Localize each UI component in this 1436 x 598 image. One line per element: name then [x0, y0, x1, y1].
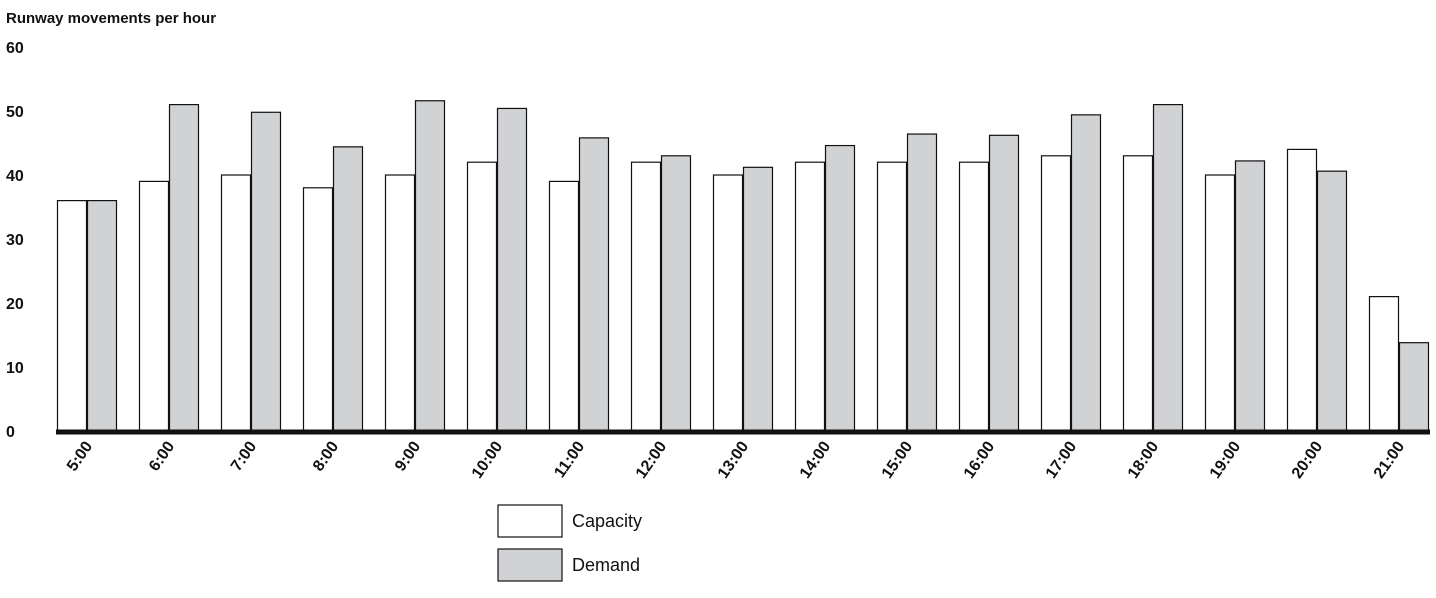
x-tick-label: 10:00 — [469, 438, 506, 481]
bar-capacity-800 — [302, 187, 334, 432]
legend-swatch-capacity — [497, 504, 563, 538]
legend-swatch-demand — [497, 548, 563, 582]
x-tick-label: 18:00 — [1125, 438, 1162, 481]
y-tick-label: 60 — [6, 40, 24, 57]
bar-demand-1200 — [660, 155, 692, 432]
x-tick-label: 19:00 — [1207, 438, 1244, 481]
x-axis-ticks: 5:00 6:00 7:00 8:00 9:00 10:00 11:00 12:00 13:00… — [64, 438, 1408, 481]
x-tick-label: 9:00 — [392, 438, 424, 474]
x-tick-label: 7:00 — [228, 438, 260, 474]
x-tick-label: 17:00 — [1043, 438, 1080, 481]
x-tick-label: 13:00 — [715, 438, 752, 481]
x-tick-label: 21:00 — [1371, 438, 1408, 481]
bar-capacity-1500 — [876, 161, 908, 432]
legend-label-capacity: Capacity — [572, 511, 642, 531]
x-tick-label: 15:00 — [879, 438, 916, 481]
bar-capacity-500 — [56, 200, 88, 432]
y-tick-label: 50 — [6, 104, 24, 121]
bar-capacity-2000 — [1286, 148, 1318, 432]
bar-demand-2000 — [1316, 170, 1348, 432]
x-tick-label: 8:00 — [310, 438, 342, 474]
bar-demand-1000 — [496, 107, 528, 432]
bar-capacity-2100 — [1368, 296, 1400, 432]
bar-demand-900 — [414, 100, 446, 432]
x-tick-label: 5:00 — [64, 438, 96, 474]
bar-demand-1500 — [906, 133, 938, 432]
bar-capacity-1400 — [794, 161, 826, 432]
bar-demand-1700 — [1070, 114, 1102, 432]
bar-capacity-1300 — [712, 174, 744, 432]
bar-demand-2100 — [1398, 342, 1430, 432]
bar-demand-1100 — [578, 137, 610, 432]
y-axis-label: Runway movements per hour — [6, 10, 216, 27]
y-tick-label: 0 — [6, 424, 15, 441]
x-tick-label: 11:00 — [551, 438, 588, 481]
bar-demand-1300 — [742, 166, 774, 432]
x-tick-label: 16:00 — [961, 438, 998, 481]
x-tick-label: 12:00 — [633, 438, 670, 481]
bar-capacity-1700 — [1040, 155, 1072, 432]
bar-capacity-900 — [384, 174, 416, 432]
bar-demand-500 — [86, 200, 118, 432]
y-tick-label: 40 — [6, 168, 24, 185]
bar-capacity-1900 — [1204, 174, 1236, 432]
legend-label-demand: Demand — [572, 555, 640, 575]
bar-capacity-1600 — [958, 161, 990, 432]
bar-capacity-700 — [220, 174, 252, 432]
y-tick-label: 10 — [6, 360, 24, 377]
bar-demand-1400 — [824, 144, 856, 432]
bar-demand-600 — [168, 103, 200, 432]
y-tick-label: 20 — [6, 296, 24, 313]
bar-demand-800 — [332, 146, 364, 432]
bars — [56, 100, 1430, 432]
bar-capacity-1200 — [630, 161, 662, 432]
x-tick-label: 6:00 — [146, 438, 178, 474]
x-tick-label: 20:00 — [1289, 438, 1326, 481]
bar-demand-1900 — [1234, 160, 1266, 432]
bar-capacity-1100 — [548, 180, 580, 432]
bar-demand-1600 — [988, 134, 1020, 432]
bar-demand-1800 — [1152, 103, 1184, 432]
bar-capacity-1000 — [466, 161, 498, 432]
y-tick-label: 30 — [6, 232, 24, 249]
bar-demand-700 — [250, 111, 282, 432]
x-tick-label: 14:00 — [797, 438, 834, 481]
bar-capacity-1800 — [1122, 155, 1154, 432]
legend: Capacity Demand — [497, 504, 642, 582]
bar-capacity-600 — [138, 180, 170, 432]
y-axis-ticks: 0 10 20 30 40 50 60 — [6, 40, 24, 441]
